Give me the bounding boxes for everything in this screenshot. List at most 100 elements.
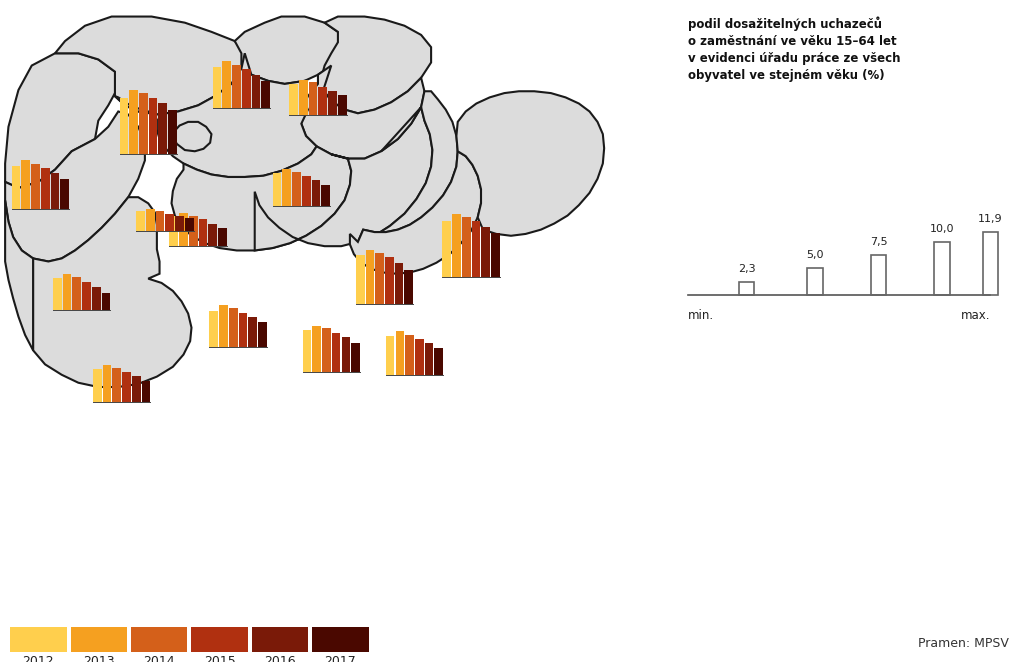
Bar [739, 283, 755, 295]
Bar [342, 337, 350, 372]
Bar [452, 214, 461, 277]
Bar [252, 627, 308, 652]
Bar [385, 257, 393, 305]
Bar [199, 220, 207, 246]
Bar [322, 185, 330, 207]
Polygon shape [5, 200, 33, 350]
Bar [242, 70, 251, 109]
Bar [248, 316, 257, 347]
Text: 2014: 2014 [143, 655, 175, 662]
Bar [175, 216, 184, 231]
Bar [303, 330, 311, 372]
Bar [292, 172, 301, 207]
Bar [168, 110, 177, 154]
Bar [309, 82, 317, 115]
Bar [209, 311, 218, 347]
Polygon shape [173, 122, 212, 152]
Bar [129, 90, 138, 154]
Bar [93, 369, 101, 402]
Polygon shape [5, 54, 119, 188]
Bar [272, 173, 282, 207]
Bar [232, 65, 241, 109]
Bar [328, 91, 337, 115]
Bar [356, 256, 365, 305]
Bar [139, 93, 147, 154]
Polygon shape [350, 152, 481, 274]
Bar [218, 228, 227, 246]
Bar [11, 166, 20, 209]
Bar [92, 287, 100, 310]
Text: 2013: 2013 [83, 655, 115, 662]
Bar [156, 211, 165, 231]
Bar [404, 270, 413, 305]
Bar [332, 333, 340, 372]
Bar [312, 326, 322, 372]
Text: Pramen: MPSV: Pramen: MPSV [918, 637, 1009, 650]
Bar [406, 335, 414, 375]
Bar [258, 322, 266, 347]
Text: 2017: 2017 [325, 655, 356, 662]
Bar [22, 160, 30, 209]
Text: podil dosažitelných uchazečů
o zaměstnání ve věku 15–64 let
v evidenci úřadu prá: podil dosažitelných uchazečů o zaměstnán… [688, 17, 901, 82]
Bar [375, 253, 384, 305]
Bar [122, 372, 131, 402]
Bar [50, 173, 59, 209]
Bar [351, 343, 360, 372]
Bar [191, 627, 248, 652]
Bar [179, 213, 188, 246]
Bar [338, 95, 346, 115]
Text: 5,0: 5,0 [806, 250, 823, 260]
Bar [289, 84, 298, 115]
Bar [311, 179, 321, 207]
Polygon shape [172, 146, 351, 250]
Bar [219, 305, 227, 347]
Bar [490, 234, 500, 277]
Bar [386, 336, 394, 375]
Bar [136, 211, 145, 231]
Bar [481, 226, 489, 277]
Bar [132, 375, 140, 402]
Polygon shape [33, 197, 191, 387]
Polygon shape [255, 107, 432, 250]
Bar [322, 328, 331, 372]
Bar [141, 381, 151, 402]
Text: 2016: 2016 [264, 655, 296, 662]
Polygon shape [115, 54, 316, 177]
Bar [170, 216, 178, 246]
Bar [213, 67, 221, 109]
Bar [31, 164, 40, 209]
Bar [185, 218, 194, 231]
Text: 2015: 2015 [204, 655, 236, 662]
Bar [366, 250, 375, 305]
Bar [71, 627, 127, 652]
Polygon shape [5, 111, 145, 261]
Polygon shape [322, 17, 431, 113]
Bar [312, 627, 369, 652]
Text: min.: min. [688, 309, 715, 322]
Bar [131, 627, 187, 652]
Text: 2012: 2012 [23, 655, 54, 662]
Polygon shape [457, 91, 604, 236]
Bar [10, 627, 67, 652]
Bar [148, 97, 158, 154]
Text: 2,3: 2,3 [737, 265, 756, 275]
Polygon shape [55, 17, 245, 115]
Bar [870, 255, 886, 295]
Bar [188, 216, 198, 246]
Bar [113, 368, 121, 402]
Bar [302, 176, 310, 207]
Polygon shape [358, 91, 458, 242]
Bar [283, 169, 291, 207]
Bar [53, 278, 61, 310]
Bar [394, 263, 403, 305]
Bar [425, 342, 433, 375]
Bar [807, 268, 822, 295]
Bar [299, 80, 307, 115]
Bar [159, 103, 167, 154]
Bar [934, 242, 949, 295]
Bar [395, 332, 404, 375]
Text: max.: max. [961, 309, 990, 322]
Polygon shape [234, 17, 344, 84]
Bar [102, 365, 112, 402]
Bar [462, 216, 470, 277]
